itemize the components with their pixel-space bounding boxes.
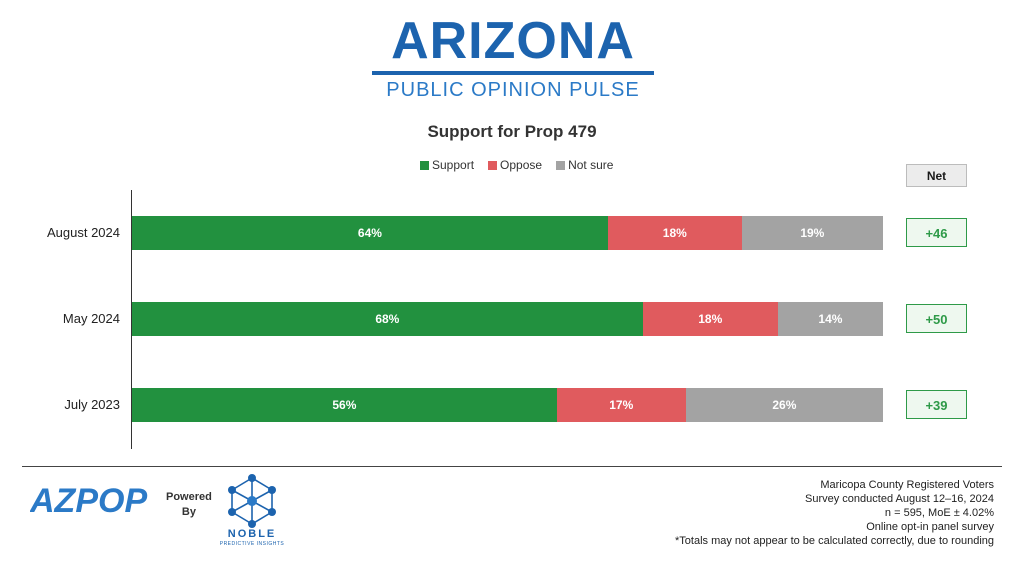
data-label: 26%	[772, 398, 797, 412]
by-line: By	[181, 506, 196, 518]
note-line: n = 595, MoE ± 4.02%	[884, 507, 994, 519]
data-label: 56%	[332, 398, 357, 412]
data-label: 14%	[818, 312, 843, 326]
stacked-bar: 56% 17% 26%	[132, 388, 883, 422]
legend-label: Not sure	[568, 158, 614, 172]
legend-label: Oppose	[500, 158, 543, 172]
data-label: 18%	[662, 226, 687, 240]
bar-segment-not-sure: 26%	[685, 388, 883, 422]
data-label: 64%	[357, 226, 382, 240]
brand-title: ARIZONA	[391, 12, 635, 70]
category-label: July 2023	[64, 397, 120, 412]
survey-notes: Maricopa County Registered Voters Survey…	[675, 478, 994, 548]
bar-segment-not-sure: 14%	[777, 302, 883, 336]
data-label: 19%	[800, 226, 825, 240]
noble-logo-text: NOBLE	[227, 528, 277, 540]
net-value: +39	[906, 390, 967, 419]
stacked-bar: 68% 18% 14%	[132, 302, 883, 336]
category-label: August 2024	[46, 225, 120, 240]
noble-logo-tagline: PREDICTIVE INSIGHTS	[219, 541, 285, 547]
bar-segment-not-sure: 19%	[741, 216, 883, 250]
data-label: 17%	[609, 398, 634, 412]
data-label: 68%	[375, 312, 400, 326]
legend-swatch	[488, 160, 498, 170]
category-label: May 2024	[62, 311, 120, 326]
legend-item: Support	[420, 158, 474, 172]
powered-by-label: Powered By	[166, 490, 212, 520]
powered-line: Powered	[166, 491, 212, 503]
legend-item: Not sure	[556, 158, 613, 172]
azpop-logo-text: AZPOP	[30, 482, 147, 520]
bar-segment-support: 56%	[132, 388, 557, 422]
azpop-logo: AZPOP	[30, 482, 147, 520]
chart-legend: Support Oppose Not sure	[420, 158, 613, 172]
brand-logo: ARIZONA PUBLIC OPINION PULSE	[372, 14, 654, 101]
legend-swatch	[420, 160, 429, 170]
net-value: +46	[906, 218, 967, 247]
legend-swatch	[556, 160, 566, 170]
footer-divider	[22, 466, 1002, 467]
net-column-header: Net	[906, 164, 967, 187]
bar-segment-support: 68%	[132, 302, 643, 336]
data-label: 18%	[698, 312, 723, 326]
bar-segment-oppose: 17%	[556, 388, 686, 422]
chart-title: Support for Prop 479	[427, 122, 597, 141]
category-axis-line	[131, 190, 132, 449]
legend-label: Support	[432, 158, 475, 172]
note-line: Online opt-in panel survey	[866, 521, 994, 533]
noble-network-icon	[228, 474, 276, 528]
brand-divider	[372, 71, 654, 75]
net-value: +50	[906, 304, 967, 333]
legend-item: Oppose	[488, 158, 542, 172]
bar-segment-support: 64%	[132, 216, 608, 250]
bar-segment-oppose: 18%	[607, 216, 742, 250]
stacked-bar: 64% 18% 19%	[132, 216, 883, 250]
note-line: Survey conducted August 12–16, 2024	[805, 493, 994, 505]
brand-subtitle: PUBLIC OPINION PULSE	[386, 79, 640, 101]
note-line: *Totals may not appear to be calculated …	[675, 535, 994, 547]
bar-segment-oppose: 18%	[642, 302, 778, 336]
note-line: Maricopa County Registered Voters	[820, 479, 994, 491]
